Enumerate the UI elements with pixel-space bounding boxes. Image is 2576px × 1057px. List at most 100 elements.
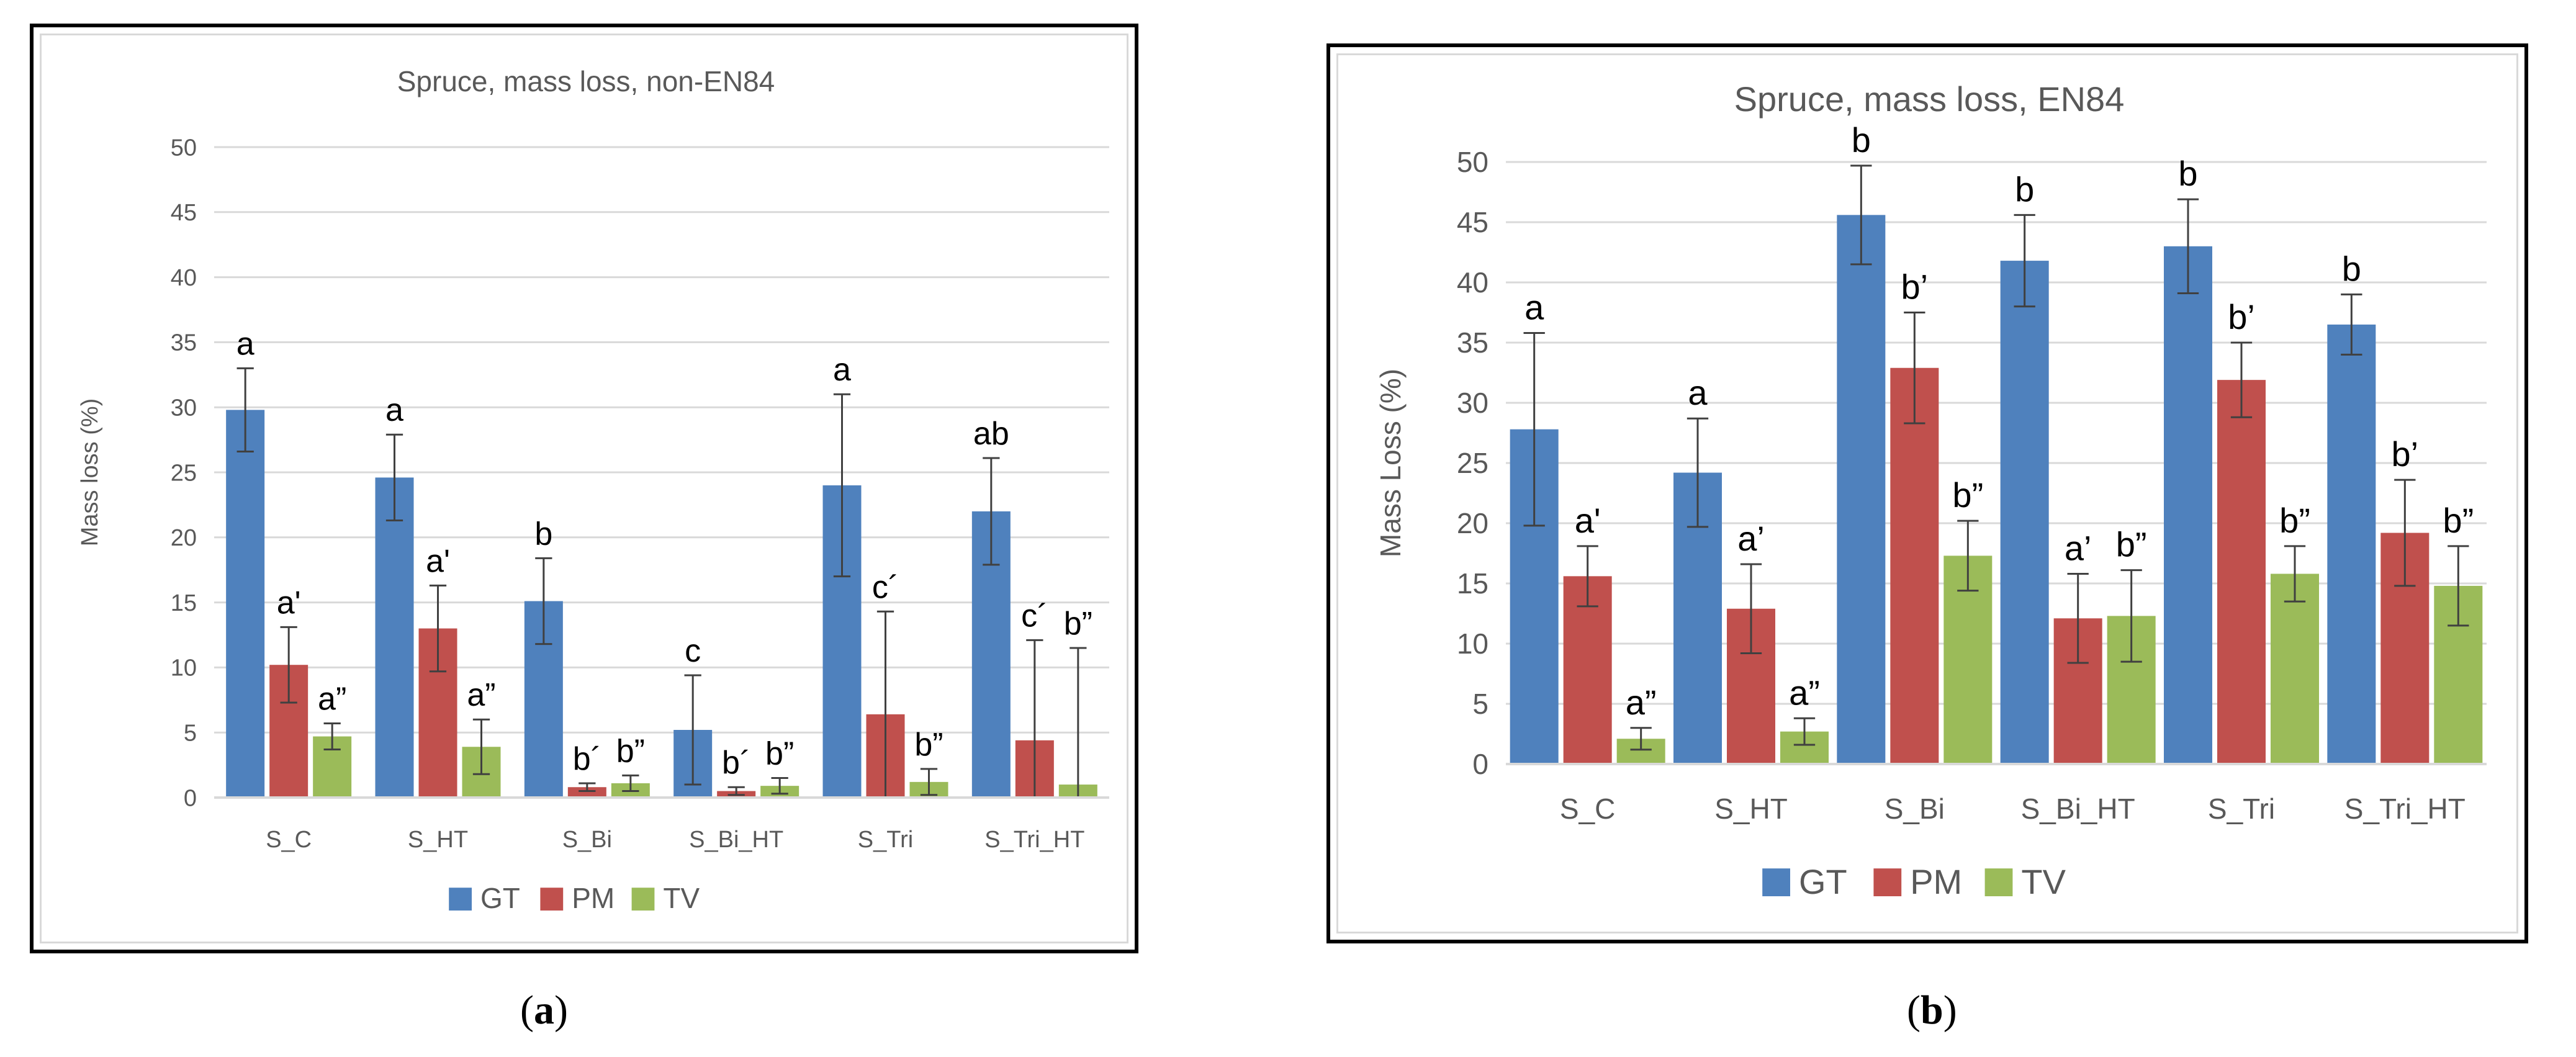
legend-label-pm: PM — [572, 882, 615, 914]
bar-pm-s_bi — [567, 787, 606, 798]
y-tick-label: 45 — [1457, 206, 1488, 238]
significance-label: b’ — [2392, 434, 2419, 474]
significance-label: b — [2342, 249, 2361, 288]
significance-label: c — [685, 633, 701, 669]
chart-area-a: Spruce, mass loss, non-EN84 0 5 10 15 20 25 30 3… — [40, 34, 1128, 943]
bar-tv-s_tri — [2271, 573, 2319, 764]
legend-label-tv: TV — [663, 882, 700, 914]
chart-panel-a: Spruce, mass loss, non-EN84 0 5 10 15 20 25 30 3… — [30, 24, 1138, 953]
significance-label: a — [1524, 287, 1544, 326]
y-tick-label: 15 — [1457, 567, 1488, 600]
significance-label: ab — [973, 416, 1009, 452]
y-tick-label: 35 — [171, 330, 197, 356]
legend-label-tv: TV — [2021, 862, 2066, 901]
significance-label: b’ — [2228, 297, 2255, 336]
significance-label: c´ — [872, 569, 899, 605]
y-tick-label: 30 — [171, 395, 197, 421]
legend-label-gt: GT — [480, 882, 520, 914]
significance-label: a — [236, 326, 254, 362]
significance-label: b — [2178, 154, 2197, 193]
significance-label: a' — [1575, 501, 1601, 540]
category-label: S_HT — [1714, 793, 1788, 825]
legend-label-gt: GT — [1799, 862, 1847, 901]
significance-label: b” — [616, 733, 645, 769]
significance-label: b — [1852, 120, 1871, 160]
bar-gt-s_tri_ht — [2327, 324, 2376, 764]
y-tick-label: 10 — [1457, 627, 1488, 660]
bar-gt-s_ht — [375, 477, 414, 798]
category-label: S_Bi — [1885, 793, 1945, 825]
chart-title: Spruce, mass loss, non-EN84 — [397, 65, 775, 97]
y-tick-label: 50 — [171, 135, 197, 161]
significance-label: a — [833, 352, 851, 388]
significance-label: a” — [1626, 683, 1657, 722]
significance-label: b” — [2116, 525, 2147, 564]
y-tick-label: 5 — [1472, 688, 1488, 720]
chart-area-b: Spruce, mass loss, EN84 0 5 10 15 20 25 30 35 40 4… — [1336, 53, 2518, 933]
significance-label: a' — [426, 543, 450, 579]
chart-title: Spruce, mass loss, EN84 — [1734, 79, 2125, 119]
legend-swatch-gt — [1762, 868, 1790, 896]
y-tick-label: 10 — [171, 655, 197, 681]
category-label: S_Tri_HT — [2344, 793, 2466, 825]
significance-label: a” — [467, 677, 495, 713]
caption-a: (a) — [520, 987, 568, 1033]
category-label: S_Bi_HT — [689, 827, 783, 853]
bar-gt-s_bi_ht — [2000, 261, 2049, 765]
legend-swatch-tv — [631, 888, 655, 911]
category-label: S_Tri — [858, 827, 913, 853]
y-tick-label: 40 — [171, 265, 197, 291]
significance-label: b” — [2279, 501, 2310, 540]
category-label: S_Bi_HT — [2021, 793, 2135, 825]
category-label: S_C — [1560, 793, 1615, 825]
y-tick-label: 15 — [171, 590, 197, 616]
legend-swatch-pm — [1873, 868, 1902, 896]
significance-label: a — [1688, 373, 1708, 412]
bar-gt-s_c — [226, 410, 265, 798]
y-tick-label: 20 — [171, 525, 197, 551]
significance-label: b — [534, 516, 552, 552]
category-label: S_HT — [408, 827, 468, 853]
bar-pm-s_bi — [1890, 367, 1939, 764]
significance-label: a” — [318, 681, 346, 717]
significance-label: a” — [1789, 673, 1820, 712]
significance-label: a — [385, 392, 403, 428]
y-tick-label: 20 — [1457, 507, 1488, 539]
y-axis-label: Mass loss (%) — [77, 398, 103, 547]
significance-label: b — [2015, 169, 2034, 209]
significance-label: b” — [914, 727, 943, 763]
y-tick-label: 35 — [1457, 326, 1488, 359]
y-tick-label: 30 — [1457, 387, 1488, 419]
significance-label: b´ — [722, 745, 750, 781]
category-label: S_Bi — [562, 827, 612, 853]
significance-label: a’ — [2065, 528, 2092, 567]
significance-label: b” — [2443, 501, 2474, 540]
bar-gt-s_bi — [1837, 215, 1886, 764]
category-label: S_Tri — [2208, 793, 2275, 825]
significance-label: b’ — [1901, 268, 1929, 307]
chart-b-svg: Spruce, mass loss, EN84 0 5 10 15 20 25 30 35 40 4… — [1374, 79, 2487, 901]
bar-pm-s_c — [1563, 576, 1612, 764]
y-axis-label: Mass Loss (%) — [1374, 369, 1407, 557]
y-tick-label: 40 — [1457, 266, 1488, 299]
caption-b: (b) — [1907, 987, 1957, 1033]
y-tick-label: 0 — [1472, 748, 1488, 780]
significance-label: b” — [1064, 606, 1092, 642]
legend-swatch-pm — [540, 888, 564, 911]
significance-label: a’ — [1737, 519, 1765, 558]
significance-label: b´ — [573, 741, 601, 777]
y-tick-label: 50 — [1457, 146, 1488, 178]
chart-a-svg: Spruce, mass loss, non-EN84 0 5 10 15 20 25 30 3… — [77, 65, 1109, 914]
category-label: S_Tri_HT — [984, 827, 1084, 853]
bar-pm-s_tri — [2217, 380, 2266, 764]
legend-swatch-tv — [1984, 868, 2013, 896]
significance-label: b” — [1952, 475, 1983, 515]
category-label: S_C — [266, 827, 312, 853]
legend-label-pm: PM — [1910, 862, 1962, 901]
significance-label: a' — [277, 585, 301, 621]
y-tick-label: 25 — [1457, 447, 1488, 479]
chart-panel-b: Spruce, mass loss, EN84 0 5 10 15 20 25 30 35 40 4… — [1326, 43, 2528, 943]
significance-label: b” — [765, 736, 794, 772]
legend-swatch-gt — [449, 888, 472, 911]
y-tick-label: 25 — [171, 460, 197, 486]
